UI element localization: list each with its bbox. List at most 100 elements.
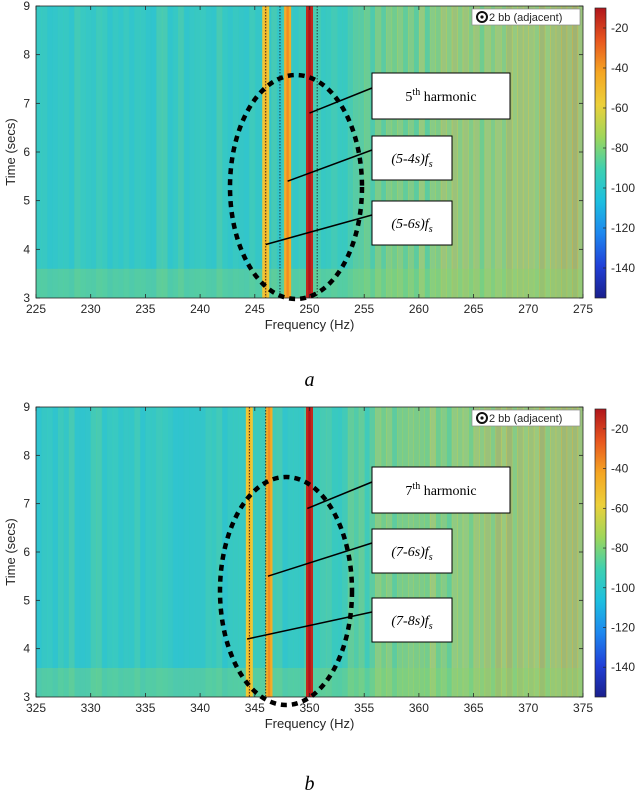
y-tick-label: 7 xyxy=(23,497,30,511)
spectral-stripe xyxy=(68,6,75,298)
y-tick-label: 8 xyxy=(23,48,30,62)
spectral-stripe xyxy=(128,407,136,697)
annotation-label-0: 7th harmonic xyxy=(405,481,476,499)
x-axis-label: Frequency (Hz) xyxy=(265,317,355,332)
y-tick-label: 7 xyxy=(23,96,30,110)
spectral-stripe xyxy=(490,6,497,298)
spectral-stripe xyxy=(156,6,163,298)
colorbar-tick-label: -40 xyxy=(611,61,629,75)
colorbar-tick-label: -120 xyxy=(611,221,635,235)
y-tick-label: 4 xyxy=(23,242,30,256)
spectral-stripe xyxy=(123,407,130,697)
spectral-stripe xyxy=(353,407,360,697)
spectral-stripe xyxy=(112,407,119,697)
colorbar-tick-label: -120 xyxy=(611,620,635,634)
y-tick-label: 8 xyxy=(23,448,30,462)
x-tick-label: 265 xyxy=(464,302,484,316)
spectral-stripe xyxy=(96,6,103,298)
spectral-stripe xyxy=(128,6,136,298)
spectral-stripe xyxy=(238,407,245,697)
spectral-stripe xyxy=(139,407,146,697)
spectral-stripe xyxy=(468,407,475,697)
spectral-stripe xyxy=(205,407,212,697)
legend-box xyxy=(471,8,581,26)
spectral-stripe xyxy=(320,6,327,298)
spectral-stripe xyxy=(325,6,332,298)
harmonic-line-core-1 xyxy=(286,6,289,298)
spectral-stripe xyxy=(331,407,338,697)
spectral-stripe xyxy=(216,6,223,298)
spectral-stripe xyxy=(238,6,245,298)
legend: 2 bb (adjacent) xyxy=(471,8,581,26)
x-tick-label: 360 xyxy=(409,701,429,715)
x-tick-label: 355 xyxy=(354,701,374,715)
spectral-stripe xyxy=(298,6,305,298)
spectral-stripe xyxy=(457,6,464,298)
spectral-stripe xyxy=(271,6,278,298)
legend-box xyxy=(471,409,581,427)
x-tick-label: 350 xyxy=(299,701,319,715)
colorbar-tick-label: -60 xyxy=(611,501,629,515)
x-tick-label: 255 xyxy=(354,302,374,316)
x-tick-label: 250 xyxy=(299,302,319,316)
spectral-stripe xyxy=(528,407,535,697)
annotation-box-0 xyxy=(371,466,511,514)
spectral-stripe xyxy=(566,407,573,697)
annotation-pointer-2 xyxy=(246,611,373,640)
spectral-stripe xyxy=(41,6,48,298)
legend-label: 2 bb (adjacent) xyxy=(489,413,562,425)
spectral-stripe xyxy=(468,6,475,298)
spectral-stripe xyxy=(533,6,540,298)
spectral-stripe xyxy=(52,407,59,697)
subplot-label: b xyxy=(305,773,315,795)
spectral-stripe xyxy=(353,6,360,298)
colorbar-gradient xyxy=(594,7,607,299)
subplot-label: a xyxy=(305,369,315,391)
spectral-stripe xyxy=(358,6,365,298)
spectral-stripe xyxy=(320,407,327,697)
harmonic-line-core-0 xyxy=(308,6,311,298)
y-tick-label: 5 xyxy=(23,593,30,607)
legend-marker-dot-icon xyxy=(480,416,484,420)
spectral-stripe xyxy=(561,407,568,697)
spectral-stripe xyxy=(451,6,458,298)
spectral-stripe xyxy=(90,6,97,298)
spectral-stripe xyxy=(221,407,229,697)
spectral-stripe xyxy=(276,6,283,298)
spectral-stripe xyxy=(79,6,86,298)
annotation-box-1 xyxy=(371,135,453,181)
spectral-stripe xyxy=(216,407,223,697)
spectral-stripe xyxy=(200,6,207,298)
spectral-stripe xyxy=(462,6,469,298)
spectral-stripe xyxy=(211,6,218,298)
spectral-stripe xyxy=(544,407,551,697)
spectral-stripe xyxy=(544,6,551,298)
spectrogram-panel-a: 225 230 235 240 245 250 255 260 265 270 275 3 4 5 6 7 8 9… xyxy=(3,0,635,391)
annotation-box-1 xyxy=(371,528,453,574)
y-tick-label: 6 xyxy=(23,145,30,159)
spectral-stripe xyxy=(358,407,365,697)
spectral-stripe xyxy=(495,407,502,697)
spectral-stripe xyxy=(550,6,557,298)
spectral-stripe xyxy=(101,6,108,298)
annotation-label-2: (5-6s)fs xyxy=(391,217,432,235)
spectral-stripe xyxy=(347,407,354,697)
annotation-label-0: 5th harmonic xyxy=(405,87,476,105)
x-tick-label: 275 xyxy=(573,302,593,316)
spectral-stripe xyxy=(63,6,70,298)
spectral-stripe xyxy=(150,407,157,697)
annotation-pointer-2 xyxy=(265,214,373,246)
spectral-stripe xyxy=(490,407,497,697)
spectral-stripe xyxy=(161,407,168,697)
y-tick-label: 3 xyxy=(23,291,30,305)
spectral-stripe xyxy=(254,6,261,298)
x-tick-label: 260 xyxy=(409,302,429,316)
colorbar-gradient xyxy=(594,408,607,698)
spectral-stripe xyxy=(287,407,294,697)
spectral-stripe xyxy=(561,6,568,298)
colorbar-tick-label: -100 xyxy=(611,181,635,195)
spectral-stripe xyxy=(74,407,81,697)
harmonic-line-core-0 xyxy=(308,407,311,697)
spectral-stripe xyxy=(517,6,524,298)
spectral-stripe xyxy=(500,407,508,697)
